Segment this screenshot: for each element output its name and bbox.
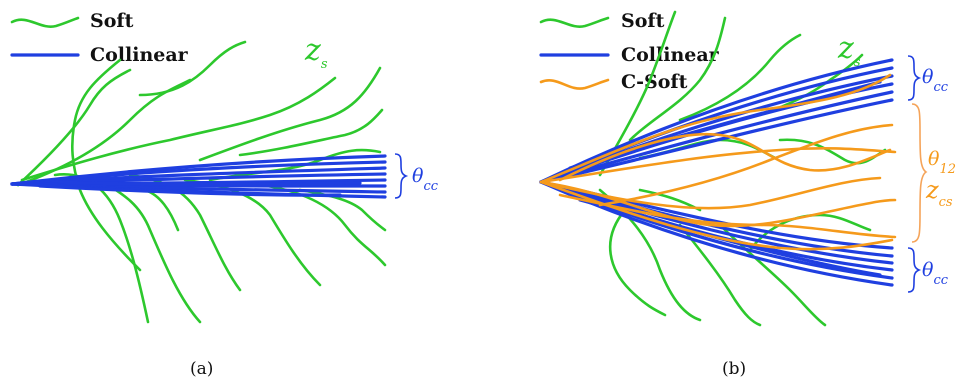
- soft-line: [20, 76, 337, 182]
- soft-line: [138, 40, 247, 97]
- label-zcs: zcs: [925, 176, 953, 210]
- label-zs-a: zs: [304, 33, 328, 72]
- collinear-lines-a: [10, 154, 387, 199]
- collinear-line: [539, 74, 894, 184]
- legend-soft-swatch: [539, 16, 610, 28]
- soft-line: [53, 173, 150, 324]
- collinear-line: [58, 180, 362, 186]
- csoft-lines-b: [539, 73, 897, 251]
- label-theta12: θ12: [928, 148, 956, 177]
- caption-a: (a): [190, 359, 213, 378]
- soft-line: [70, 58, 142, 272]
- label-theta-cc-bot: θcc: [922, 259, 949, 288]
- legend-soft-label: Soft: [621, 10, 665, 32]
- collinear-line: [38, 184, 342, 197]
- csoft-line: [539, 73, 892, 184]
- theta-cc-brace-a: [394, 153, 409, 199]
- panel-b: Soft Collinear C-Soft: [539, 10, 956, 378]
- soft-line: [238, 108, 384, 157]
- csoft-line: [598, 123, 894, 207]
- label-theta-cc-top: θcc: [922, 66, 949, 95]
- soft-line: [128, 173, 242, 292]
- theta-cc-top-brace: [907, 55, 922, 101]
- legend-csoft-swatch: [539, 78, 610, 90]
- collinear-line: [539, 58, 894, 184]
- legend-collinear-label: Collinear: [90, 44, 189, 66]
- theta12-brace: [911, 103, 928, 243]
- csoft-line: [558, 133, 892, 182]
- soft-line: [678, 223, 762, 327]
- soft-line: [608, 208, 667, 317]
- legend-a: Soft Collinear: [10, 10, 189, 66]
- csoft-line: [539, 147, 897, 184]
- collinear-line: [539, 180, 894, 265]
- soft-line: [198, 66, 382, 162]
- legend-collinear-label: Collinear: [621, 44, 720, 66]
- panel-a: Soft Collinear: [10, 10, 439, 378]
- legend-soft-swatch: [10, 16, 80, 28]
- collinear-line: [539, 98, 894, 184]
- soft-lines-a: [16, 40, 387, 324]
- csoft-line: [539, 180, 894, 251]
- soft-line: [208, 148, 382, 182]
- soft-line: [98, 178, 202, 324]
- soft-line: [628, 16, 727, 142]
- collinear-lower-b: [539, 180, 894, 287]
- legend-b: Soft Collinear C-Soft: [539, 10, 720, 93]
- legend-soft-label: Soft: [90, 10, 134, 32]
- caption-b: (b): [722, 359, 746, 378]
- theta-cc-bot-brace: [907, 247, 922, 293]
- soft-line: [16, 68, 132, 187]
- soft-line: [678, 33, 802, 122]
- label-zs-b: zs: [837, 31, 861, 70]
- label-theta-cc-a: θcc: [412, 165, 439, 194]
- legend-csoft-label: C-Soft: [621, 71, 688, 93]
